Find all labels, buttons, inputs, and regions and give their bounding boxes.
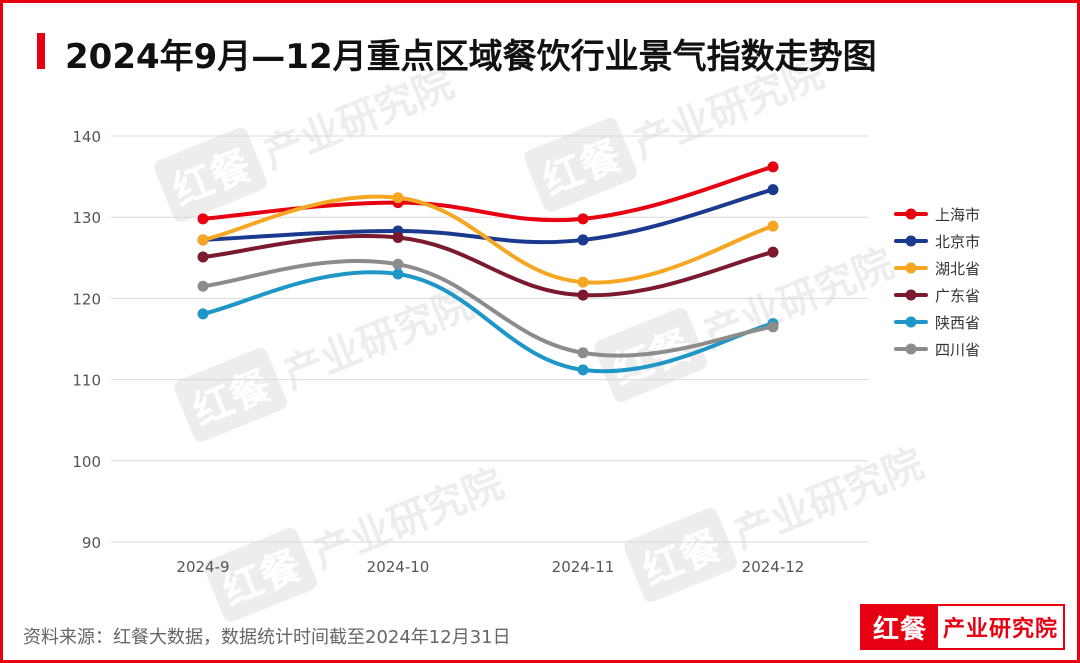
series-line xyxy=(201,259,775,358)
y-tick-label: 120 xyxy=(72,290,101,308)
title-accent-bar xyxy=(37,33,45,69)
legend-swatch-dot xyxy=(905,235,917,247)
legend-label: 广东省 xyxy=(935,287,980,305)
source-note: 资料来源：红餐大数据，数据统计时间截至2024年12月31日 xyxy=(23,627,511,648)
y-tick-labels: 90 100 110 120 130 140 xyxy=(72,128,101,552)
legend-item: 广东省 xyxy=(894,287,980,305)
legend-item: 陕西省 xyxy=(894,314,980,332)
series-3 xyxy=(197,232,779,301)
series-line xyxy=(201,187,775,245)
data-point xyxy=(767,321,779,333)
legend-swatch-dot xyxy=(905,208,917,220)
data-point xyxy=(392,232,404,243)
series-5 xyxy=(197,258,779,359)
legend-item: 湖北省 xyxy=(894,260,980,278)
series-line xyxy=(201,164,775,223)
legend-label: 上海市 xyxy=(935,206,980,224)
legend-item: 上海市 xyxy=(894,206,980,224)
y-tick-label: 130 xyxy=(72,209,101,227)
data-point xyxy=(767,161,779,173)
data-point xyxy=(767,220,779,232)
legend-item: 四川省 xyxy=(894,341,980,359)
brand-logo: 红餐 产业研究院 xyxy=(860,604,1065,650)
data-point xyxy=(197,308,209,320)
y-tick-label: 100 xyxy=(72,453,101,471)
data-point xyxy=(577,234,589,246)
data-point xyxy=(392,268,404,280)
series-line xyxy=(201,233,775,298)
legend-swatch-dot xyxy=(905,316,917,328)
data-point xyxy=(577,213,589,225)
series-2 xyxy=(197,192,779,288)
x-tick-label: 2024-12 xyxy=(742,558,805,576)
data-point xyxy=(767,246,779,258)
data-point xyxy=(577,364,589,376)
data-point xyxy=(577,347,589,359)
logo-subtitle: 产业研究院 xyxy=(942,617,1058,642)
chart-title: 2024年9月—12月重点区域餐饮行业景气指数走势图 xyxy=(65,37,877,77)
x-tick-labels: 2024-9 2024-10 2024-11 2024-12 xyxy=(176,558,804,576)
data-point xyxy=(197,251,209,263)
series-line xyxy=(201,194,775,285)
data-point xyxy=(577,289,589,301)
y-tick-label: 140 xyxy=(72,128,101,146)
data-point xyxy=(392,192,404,204)
legend-label: 北京市 xyxy=(935,233,980,251)
x-tick-label: 2024-10 xyxy=(367,558,430,576)
data-point xyxy=(577,276,589,288)
data-point xyxy=(767,184,779,196)
series-4 xyxy=(197,268,779,376)
data-point xyxy=(197,213,209,225)
legend-item: 北京市 xyxy=(894,233,980,251)
grid-lines xyxy=(111,135,868,543)
y-tick-label: 110 xyxy=(72,372,101,390)
x-tick-label: 2024-11 xyxy=(552,558,615,576)
legend-label: 陕西省 xyxy=(935,314,980,332)
legend-label: 湖北省 xyxy=(935,260,980,278)
legend-swatch-dot xyxy=(905,289,917,301)
legend-label: 四川省 xyxy=(935,341,980,359)
x-tick-label: 2024-9 xyxy=(176,558,229,576)
legend-swatch-dot xyxy=(905,343,917,355)
logo-brand: 红餐 xyxy=(862,606,938,648)
series-line xyxy=(201,270,775,374)
series-lines xyxy=(197,161,779,376)
data-point xyxy=(197,280,209,292)
legend-swatch-dot xyxy=(905,262,917,274)
data-point xyxy=(197,234,209,246)
y-tick-label: 90 xyxy=(82,534,101,552)
data-point xyxy=(392,258,404,270)
